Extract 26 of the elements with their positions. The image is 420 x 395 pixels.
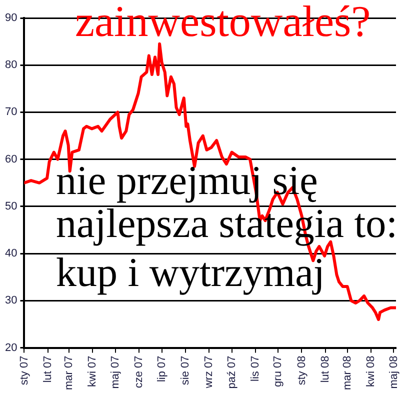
x-tick-label: maj 08 (388, 356, 400, 389)
x-tick-label: mar 07 (63, 356, 76, 390)
x-tick-label: sty 08 (296, 356, 308, 386)
x-tick-label: lut 08 (319, 356, 332, 383)
x-tick-label: wrz 07 (203, 356, 216, 390)
y-tick-label: 80 (4, 59, 18, 72)
y-tick-label: 30 (4, 294, 18, 307)
y-tick-label: 20 (4, 342, 18, 354)
x-tick-label: kwi 07 (86, 356, 99, 387)
y-tick-label: 50 (4, 200, 18, 212)
y-tick-label: 60 (4, 153, 18, 166)
y-tick-label: 90 (4, 12, 18, 24)
x-tick-label: lip 07 (156, 356, 168, 382)
x-tick-label: cze 07 (133, 356, 146, 388)
x-tick-label: sie 07 (179, 356, 192, 386)
y-tick-label: 70 (4, 106, 18, 118)
y-tick-label: 40 (4, 248, 18, 260)
x-tick-label: gru 07 (272, 356, 284, 387)
x-tick-label: sty 07 (18, 356, 30, 386)
x-tick-label: paź 07 (226, 356, 238, 389)
x-tick-label: kwi 08 (364, 356, 377, 387)
x-tick-label: lis 07 (249, 356, 262, 382)
x-tick-label: mar 08 (341, 356, 354, 390)
x-tick-label: lut 07 (42, 356, 54, 383)
x-tick-label: maj 07 (109, 356, 122, 389)
annotation: kup i wytrzymaj (56, 249, 325, 295)
